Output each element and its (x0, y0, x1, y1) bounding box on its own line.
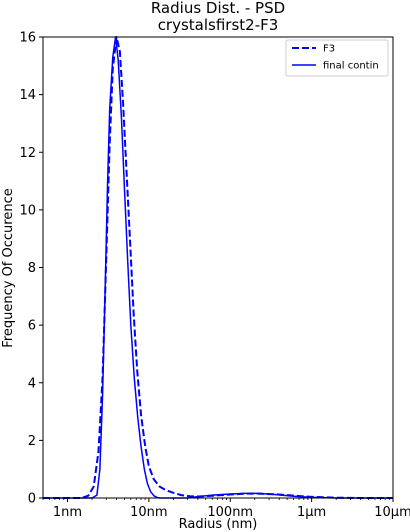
series-line-f3 (43, 36, 393, 499)
x-tick-label: 1nm (53, 505, 82, 520)
y-tick-label: 16 (19, 31, 36, 46)
y-tick-label: 8 (28, 261, 36, 276)
x-tick-label: 10µm (374, 505, 410, 520)
x-tick-label: 1µm (297, 505, 326, 520)
chart-title: Radius Dist. - PSD (151, 0, 285, 17)
x-axis-ticks: 1nm 10nm 100nm 1µm 10µm (42, 498, 410, 520)
legend-label-final-contin: final contin (323, 61, 379, 72)
y-tick-label: 14 (19, 88, 36, 103)
plot-frame (42, 36, 394, 499)
y-axis-label: Frequency Of Occurence (1, 188, 16, 347)
y-tick-label: 2 (28, 434, 36, 449)
y-tick-label: 0 (28, 492, 36, 507)
legend-label-f3: F3 (323, 44, 335, 55)
y-tick-label: 12 (19, 146, 36, 161)
x-tick-label: 100nm (207, 505, 253, 520)
y-tick-label: 6 (28, 319, 36, 334)
legend: F3 final contin (285, 39, 389, 77)
x-tick-label: 10nm (130, 505, 167, 520)
series-layer (43, 36, 393, 499)
chart-subtitle: crystalsfirst2-F3 (158, 16, 279, 34)
y-tick-label: 10 (19, 203, 36, 218)
series-line-final-contin (43, 36, 393, 499)
y-tick-label: 4 (28, 376, 36, 391)
x-axis-label: Radius (nm) (179, 517, 258, 532)
legend-box (285, 39, 389, 77)
y-axis-ticks: 0 2 4 6 8 10 12 14 16 (19, 31, 43, 507)
